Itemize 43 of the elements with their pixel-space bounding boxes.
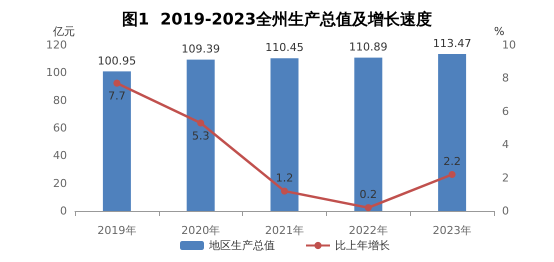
y2-tick-label: 10 (502, 38, 516, 52)
y-tick-label: 80 (53, 94, 67, 107)
y2-tick-label: 8 (502, 72, 509, 85)
data-label: 100.95 (98, 54, 136, 68)
y-tick-label: 120 (46, 38, 67, 52)
data-label: 113.47 (432, 37, 472, 50)
data-label: 2.2 (443, 154, 461, 168)
data-label: 110.45 (265, 41, 304, 54)
bar (102, 71, 131, 211)
x-tick-label: 2020年 (181, 224, 220, 237)
y2-tick-label: 4 (502, 138, 509, 152)
y-tick-label: 0 (60, 204, 67, 218)
point (364, 204, 372, 212)
y-tick-label: 40 (53, 149, 67, 162)
bar (438, 54, 466, 211)
data-label: 7.7 (108, 90, 126, 103)
bar (354, 58, 382, 211)
x-tick-label: 2019年 (97, 224, 136, 237)
point (113, 80, 120, 87)
point (281, 188, 288, 195)
y2-tick-label: 0 (502, 204, 509, 218)
y-tick-label: 60 (53, 122, 67, 134)
chart-title: 图1 2019-2023全州生产总值及增长速度 (122, 10, 432, 28)
bar (270, 58, 298, 211)
y-axis-title: 亿元 (52, 25, 75, 38)
y-tick-label: 20 (53, 176, 67, 190)
data-label: 110.89 (349, 40, 388, 54)
y-tick-label: 100 (46, 66, 67, 80)
x-tick-label: 2023年 (432, 224, 472, 237)
data-label: 0.2 (360, 188, 378, 202)
legend-label: 地区生产总值 (208, 239, 275, 252)
x-tick-label: 2021年 (265, 224, 304, 237)
data-label: 1.2 (276, 172, 294, 185)
legend-label: 比上年增长 (335, 239, 390, 252)
y2-axis-title: % (494, 25, 504, 38)
x-tick-label: 2022年 (348, 224, 388, 237)
point (197, 120, 204, 127)
data-label: 109.39 (181, 42, 220, 56)
bar (186, 60, 215, 211)
y2-tick-label: 6 (502, 104, 509, 118)
point (448, 170, 456, 178)
y2-tick-label: 2 (502, 171, 509, 184)
data-label: 5.3 (192, 130, 210, 143)
